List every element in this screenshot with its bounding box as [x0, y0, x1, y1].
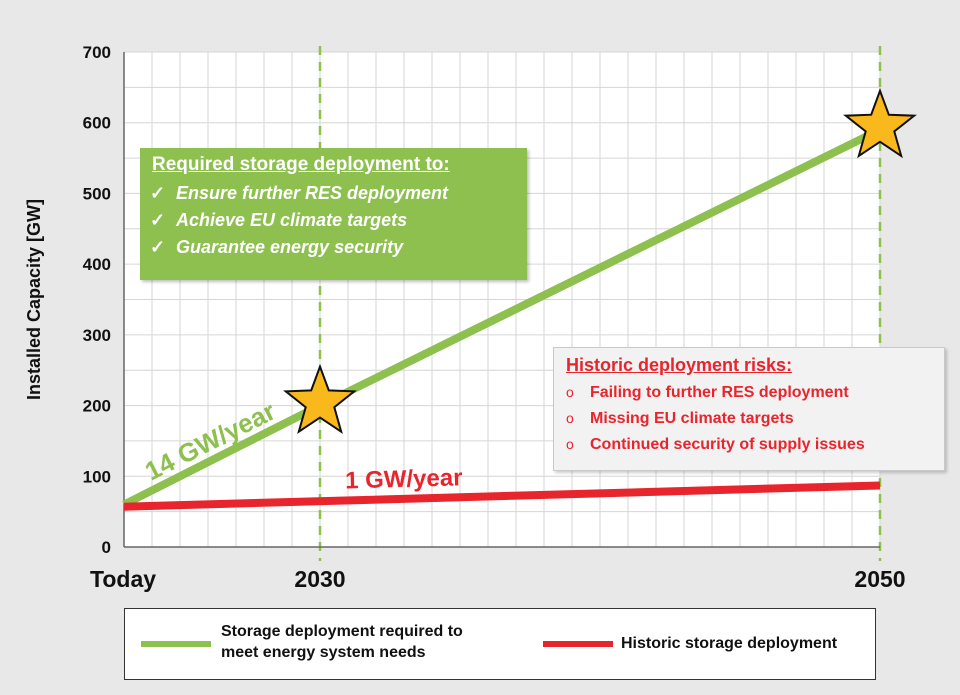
required-deployment-box: Required storage deployment to: ✓ Ensure …: [140, 148, 527, 280]
bullet-icon: o: [566, 410, 574, 426]
x-tick-label: 2050: [854, 566, 905, 592]
axes: [123, 52, 880, 548]
star-marker: [283, 363, 357, 435]
historic-risks-title: Historic deployment risks:: [566, 355, 793, 375]
legend-swatch-required: [141, 641, 211, 647]
x-tick-label: 2030: [294, 566, 345, 592]
required-deployment-item: ✓ Ensure further RES deployment: [150, 183, 517, 204]
required-deployment-item: ✓ Achieve EU climate targets: [150, 210, 517, 231]
markers: [283, 87, 917, 435]
check-icon: ✓: [150, 183, 166, 203]
historic-risks-item-text: Missing EU climate targets: [590, 410, 794, 427]
y-tick-label: 700: [83, 43, 111, 62]
y-axis-label: Installed Capacity [GW]: [24, 199, 44, 400]
series-line: [123, 481, 881, 511]
x-tick-label: Today: [90, 566, 156, 592]
series-label: 1 GW/year: [345, 464, 463, 494]
check-icon: ✓: [150, 210, 166, 230]
historic-risks-item: o Missing EU climate targets: [566, 410, 934, 428]
y-tick-label: 500: [83, 184, 111, 203]
required-deployment-item-text: Guarantee energy security: [176, 237, 404, 257]
y-tick-label: 100: [83, 467, 111, 486]
x-tick-labels: Today 2030 2050: [90, 566, 906, 592]
legend-label-required-line1: Storage deployment required to: [221, 623, 463, 640]
y-tick-label: 200: [83, 397, 111, 416]
historic-risks-item-text: Continued security of supply issues: [590, 436, 865, 453]
required-deployment-title: Required storage deployment to:: [152, 154, 450, 175]
legend: Storage deployment required to meet ener…: [124, 608, 876, 680]
y-tick-label: 0: [102, 538, 111, 557]
check-icon: ✓: [150, 237, 166, 257]
required-deployment-item-text: Achieve EU climate targets: [176, 210, 408, 230]
historic-risks-item: o Failing to further RES deployment: [566, 384, 934, 402]
historic-risks-box: Historic deployment risks: o Failing to f…: [553, 347, 945, 471]
legend-label-required-line2: meet energy system needs: [221, 644, 426, 661]
required-deployment-item: ✓ Guarantee energy security: [150, 237, 517, 258]
bullet-icon: o: [566, 436, 574, 452]
y-tick-label: 300: [83, 326, 111, 345]
legend-swatch-historic: [543, 641, 613, 647]
historic-risks-item-text: Failing to further RES deployment: [590, 384, 849, 401]
bullet-icon: o: [566, 384, 574, 400]
historic-risks-item: o Continued security of supply issues: [566, 436, 934, 454]
legend-label-required: Storage deployment required to meet ener…: [221, 621, 463, 663]
legend-label-historic: Historic storage deployment: [621, 635, 838, 652]
y-tick-label: 600: [83, 114, 111, 133]
star-marker: [843, 87, 917, 159]
required-deployment-item-text: Ensure further RES deployment: [176, 183, 449, 203]
y-tick-label: 400: [83, 255, 111, 274]
y-tick-labels: 0 100 200 300 400 500 600 700: [83, 43, 111, 557]
